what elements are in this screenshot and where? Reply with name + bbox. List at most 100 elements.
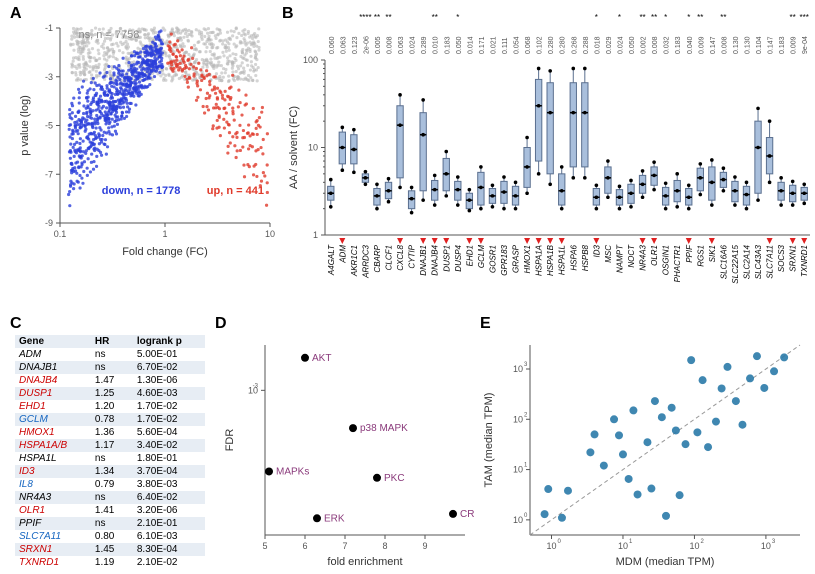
svg-text:10: 10 — [689, 541, 699, 551]
svg-text:*: * — [456, 13, 459, 22]
svg-text:ARRDC3: ARRDC3 — [361, 244, 370, 278]
svg-text:0.008: 0.008 — [387, 36, 394, 54]
svg-text:10: 10 — [513, 414, 523, 424]
svg-text:*: * — [595, 13, 598, 22]
svg-text:10: 10 — [761, 541, 771, 551]
svg-text:ADM: ADM — [338, 245, 347, 264]
svg-text:fold enrichment: fold enrichment — [327, 556, 402, 568]
svg-text:0.130: 0.130 — [744, 36, 751, 54]
svg-text:1: 1 — [629, 539, 633, 545]
svg-text:10: 10 — [308, 143, 318, 153]
svg-text:6: 6 — [302, 541, 307, 551]
svg-text:SLC43A3: SLC43A3 — [754, 244, 763, 279]
svg-text:*: * — [664, 13, 667, 22]
svg-text:7: 7 — [342, 541, 347, 551]
svg-text:**: ** — [651, 13, 657, 22]
svg-text:HSPB8: HSPB8 — [581, 244, 590, 271]
svg-text:RGS1: RGS1 — [696, 245, 705, 267]
svg-text:0.268: 0.268 — [571, 36, 578, 54]
panel-A-volcano: 0.1110-1-3-5-7-9Fold change (FC)p value … — [15, 18, 280, 263]
svg-text:9e-04: 9e-04 — [802, 36, 809, 54]
svg-text:3: 3 — [772, 539, 776, 545]
svg-text:DNAJB1: DNAJB1 — [419, 245, 428, 276]
svg-text:**: ** — [639, 13, 645, 22]
svg-text:9: 9 — [422, 541, 427, 551]
svg-text:0.183: 0.183 — [444, 36, 451, 54]
svg-text:****: **** — [359, 13, 371, 22]
svg-text:10: 10 — [618, 541, 628, 551]
svg-text:100: 100 — [303, 55, 318, 65]
svg-text:0.111: 0.111 — [502, 37, 509, 54]
svg-text:up, n = 441: up, n = 441 — [207, 185, 264, 197]
svg-text:2e-06: 2e-06 — [363, 36, 370, 54]
svg-text:down, n = 1778: down, n = 1778 — [102, 185, 181, 197]
svg-text:0.024: 0.024 — [410, 36, 417, 54]
svg-text:0.123: 0.123 — [352, 36, 359, 54]
svg-text:SRXN1: SRXN1 — [789, 245, 798, 272]
svg-text:0.280: 0.280 — [560, 36, 567, 54]
svg-text:NAMPT: NAMPT — [615, 244, 624, 273]
svg-text:10: 10 — [513, 364, 523, 374]
svg-text:-7: -7 — [45, 169, 53, 179]
svg-text:-5: -5 — [45, 121, 53, 131]
svg-text:ns, n = 7758: ns, n = 7758 — [78, 29, 139, 41]
svg-text:CREB: CREB — [460, 509, 475, 520]
svg-text:0.060: 0.060 — [329, 36, 336, 54]
svg-text:5: 5 — [262, 541, 267, 551]
svg-text:0.280: 0.280 — [548, 36, 555, 54]
svg-text:0.102: 0.102 — [537, 36, 544, 54]
svg-text:MDM (median TPM): MDM (median TPM) — [616, 556, 715, 568]
svg-text:0.018: 0.018 — [594, 36, 601, 54]
svg-text:OSGIN1: OSGIN1 — [662, 245, 671, 275]
svg-text:0.183: 0.183 — [675, 36, 682, 54]
svg-text:0.147: 0.147 — [710, 36, 717, 54]
svg-text:0.130: 0.130 — [733, 36, 740, 54]
svg-text:0.1: 0.1 — [54, 229, 67, 239]
svg-text:SOCS3: SOCS3 — [777, 244, 786, 272]
svg-text:PKC: PKC — [384, 473, 405, 484]
svg-text:**: ** — [720, 13, 726, 22]
label-D: D — [215, 315, 227, 333]
svg-text:0.032: 0.032 — [664, 36, 671, 54]
svg-text:FDR: FDR — [224, 429, 236, 452]
label-E: E — [480, 315, 491, 333]
svg-text:10: 10 — [513, 465, 523, 475]
svg-text:ID3: ID3 — [592, 244, 601, 257]
svg-text:0.005: 0.005 — [375, 36, 382, 54]
svg-text:GOSR1: GOSR1 — [488, 245, 497, 273]
svg-text:**: ** — [790, 13, 796, 22]
svg-text:MSC: MSC — [604, 245, 613, 263]
svg-text:PHACTR1: PHACTR1 — [673, 245, 682, 282]
svg-text:0.009: 0.009 — [698, 36, 705, 54]
svg-text:GPR183: GPR183 — [500, 244, 509, 275]
svg-text:*: * — [687, 13, 690, 22]
svg-text:0.063: 0.063 — [340, 36, 347, 54]
svg-text:1: 1 — [313, 230, 318, 240]
svg-text:CLCF1: CLCF1 — [385, 245, 394, 270]
svg-text:0.063: 0.063 — [398, 36, 405, 54]
svg-text:0.029: 0.029 — [606, 36, 613, 54]
svg-text:0.288: 0.288 — [583, 36, 590, 54]
svg-text:2: 2 — [524, 412, 528, 418]
svg-text:HSPA1B: HSPA1B — [546, 244, 555, 276]
svg-text:0: 0 — [558, 539, 562, 545]
svg-text:CBARP: CBARP — [373, 244, 382, 272]
svg-text:GRASP: GRASP — [512, 244, 521, 273]
svg-text:HSPA1L: HSPA1L — [558, 245, 567, 275]
svg-text:HMOX1: HMOX1 — [523, 245, 532, 273]
svg-text:0.171: 0.171 — [479, 36, 486, 54]
svg-text:GCLM: GCLM — [477, 245, 486, 268]
svg-text:**: ** — [385, 13, 391, 22]
svg-text:0.147: 0.147 — [768, 36, 775, 54]
svg-text:0.050: 0.050 — [456, 36, 463, 54]
svg-text:DUSP4: DUSP4 — [454, 244, 463, 271]
svg-text:0.009: 0.009 — [791, 36, 798, 54]
svg-text:0.008: 0.008 — [721, 36, 728, 54]
svg-text:p value (log): p value (log) — [19, 95, 31, 156]
svg-text:ERK: ERK — [324, 513, 345, 524]
svg-text:0.104: 0.104 — [756, 36, 763, 54]
svg-text:NR4A3: NR4A3 — [639, 244, 648, 270]
svg-text:-3: -3 — [45, 72, 53, 82]
svg-text:TXNRD1: TXNRD1 — [800, 245, 809, 277]
svg-text:AA / solvent (FC): AA / solvent (FC) — [288, 106, 300, 189]
